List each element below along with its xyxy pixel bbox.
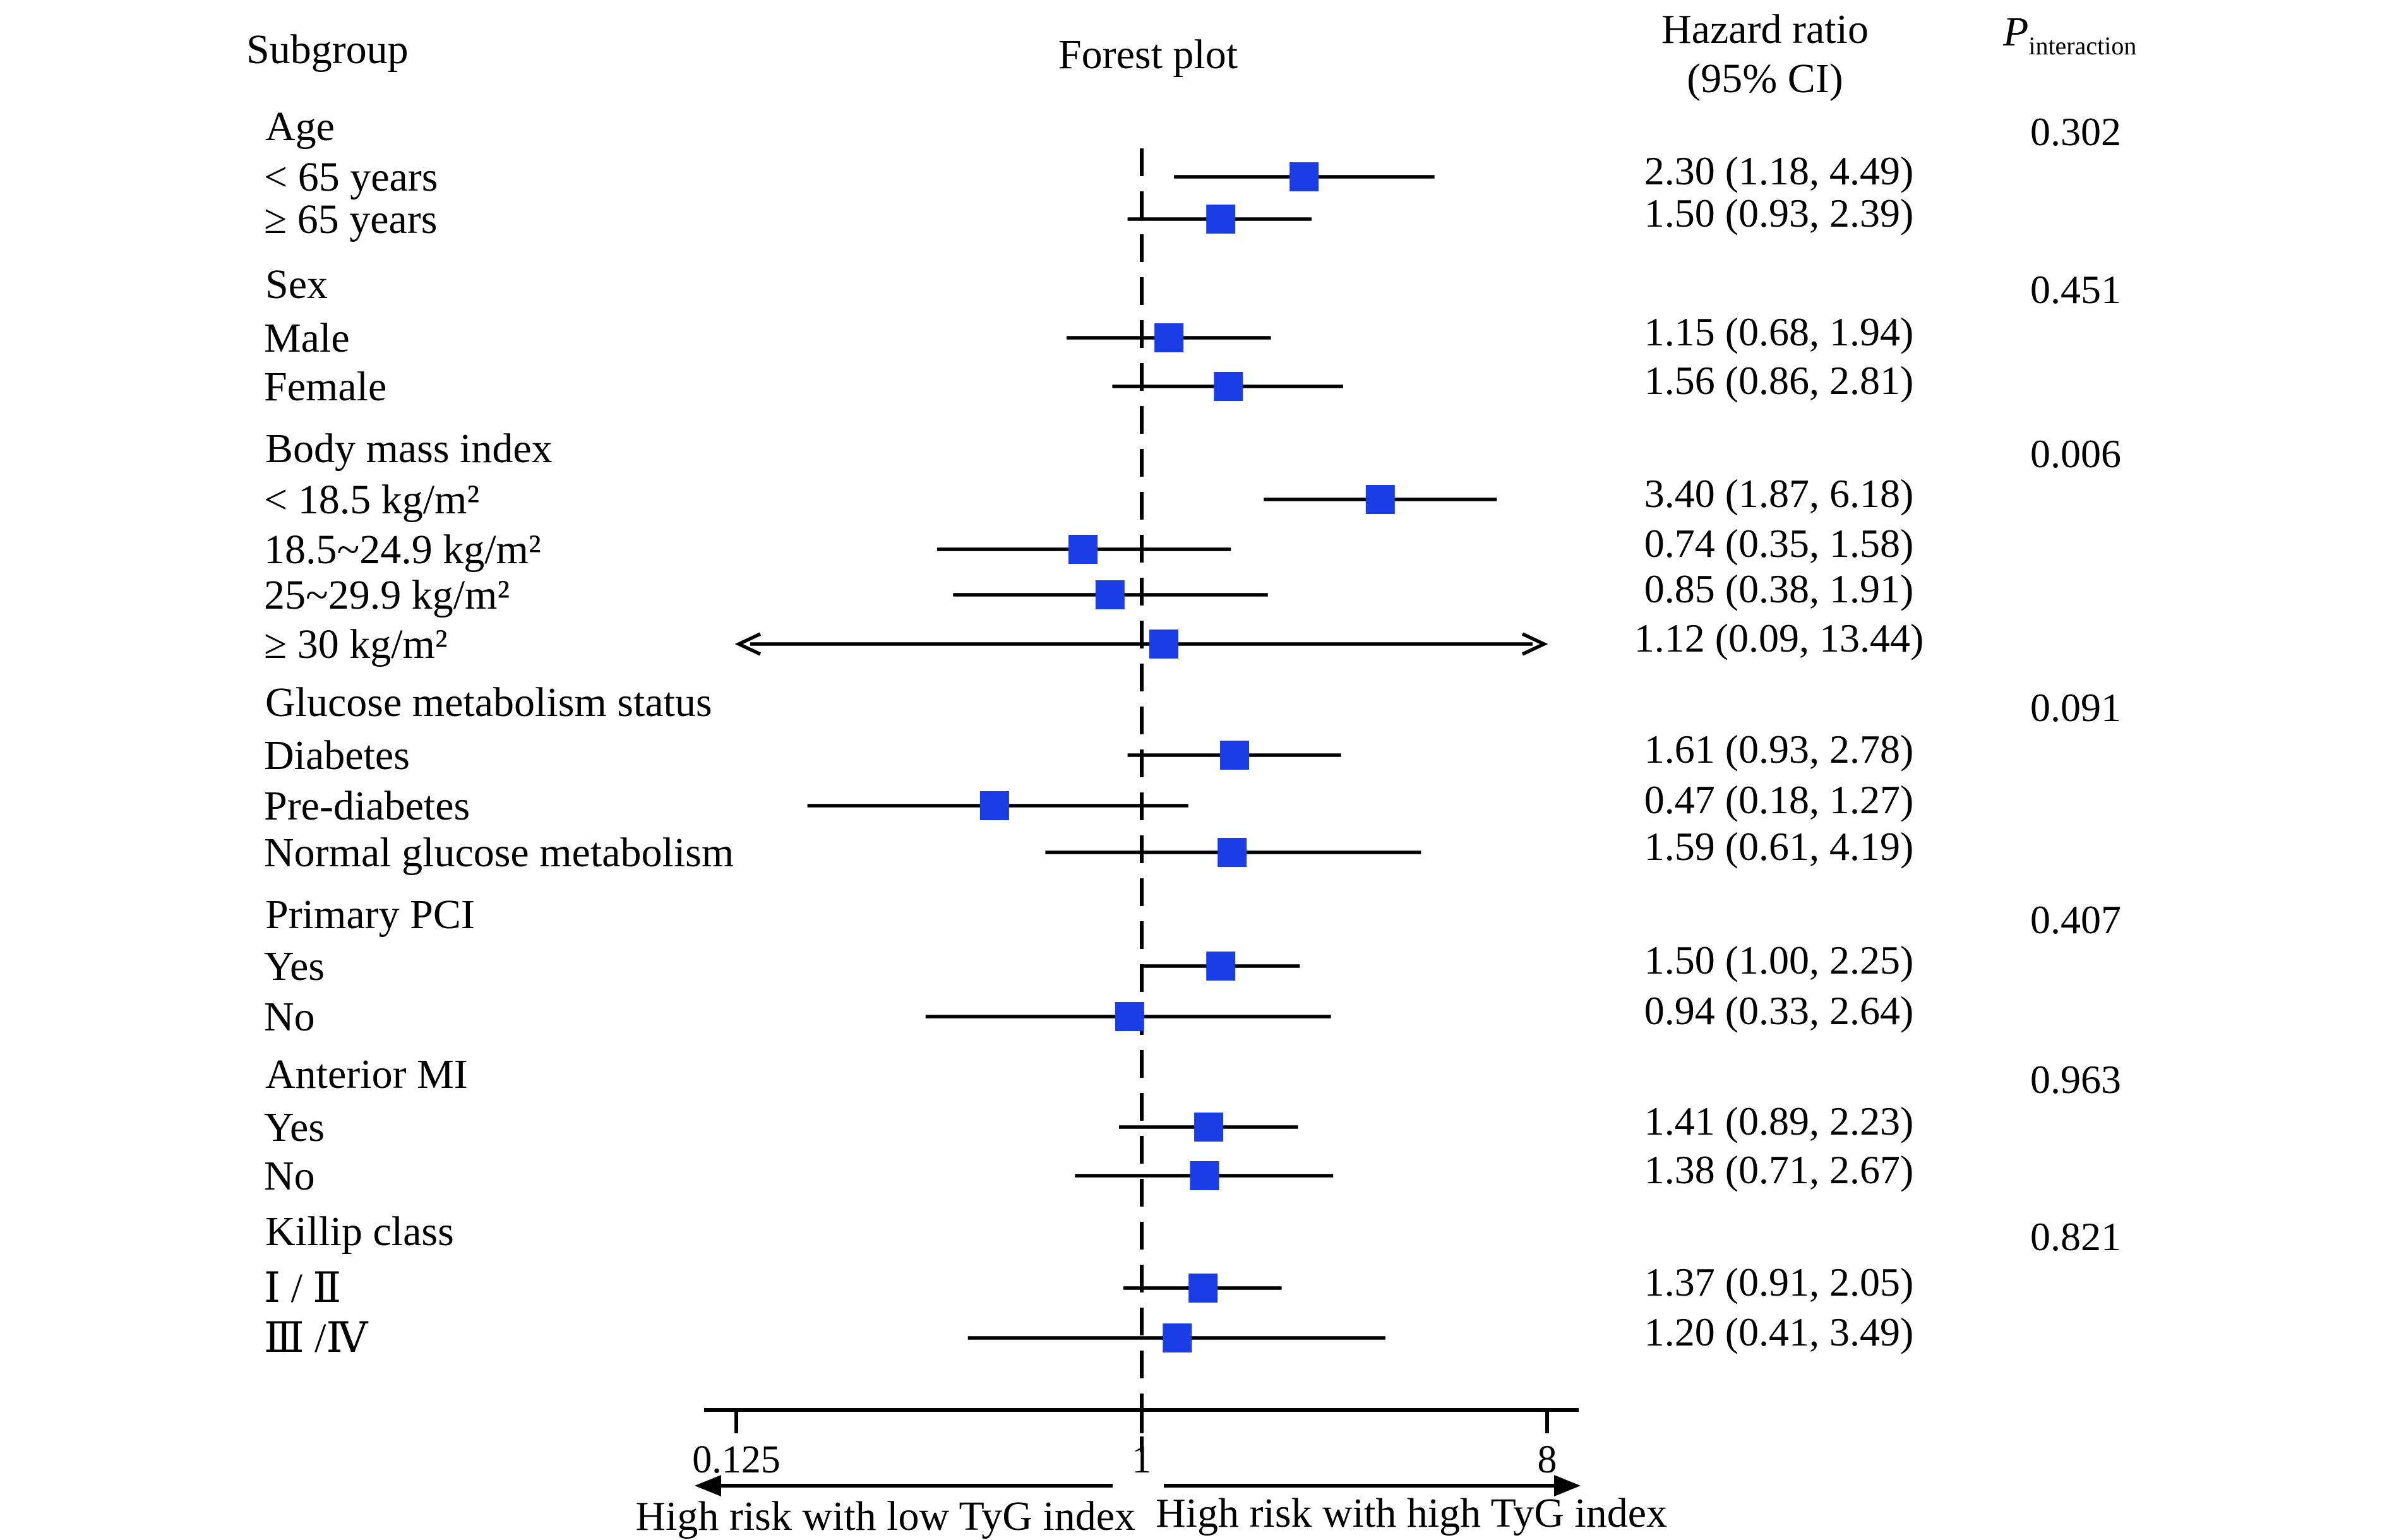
subgroup-label: 25~29.9 kg/m² — [264, 572, 510, 618]
subgroup-label: Diabetes — [264, 732, 410, 779]
hazard-ratio-marker — [1095, 580, 1125, 609]
group-label: Body mass index — [265, 426, 553, 472]
hazard-ratio-marker — [1194, 1113, 1224, 1142]
hazard-ratio-text: 1.15 (0.68, 1.94) — [1644, 309, 1914, 354]
subgroup-label: No — [264, 1153, 315, 1199]
subgroup-label: < 18.5 kg/m² — [264, 477, 479, 523]
hazard-ratio-text: 2.30 (1.18, 4.49) — [1644, 148, 1914, 193]
hazard-ratio-marker — [1217, 838, 1247, 867]
p-interaction-value: 0.407 — [2030, 897, 2121, 942]
hazard-ratio-marker — [1206, 952, 1236, 981]
hazard-ratio-marker — [1068, 535, 1098, 564]
hazard-ratio-marker — [1214, 372, 1243, 401]
group-label: Age — [265, 104, 335, 150]
x-tick-label: 1 — [1132, 1438, 1152, 1481]
x-axis-ticks: 0.125 1 8 — [692, 1410, 1557, 1481]
group-label: Primary PCI — [265, 892, 475, 938]
subgroup-label: Female — [264, 364, 386, 410]
subgroup-label: Pre-diabetes — [264, 783, 470, 829]
ci-truncation-arrow-right — [1521, 632, 1548, 656]
subgroup-header: Subgroup — [246, 27, 409, 73]
hazard-ratio-marker — [1163, 1323, 1192, 1352]
hazard-ratio-marker — [1149, 630, 1178, 659]
subgroup-label: < 65 years — [264, 154, 438, 200]
hazard-ratio-text: 3.40 (1.87, 6.18) — [1644, 471, 1914, 516]
p-interaction-value: 0.451 — [2030, 267, 2121, 312]
ci-truncation-arrow-left — [734, 632, 762, 656]
hazard-ratio-text: 1.37 (0.91, 2.05) — [1644, 1260, 1914, 1304]
subgroup-label: ≥ 65 years — [264, 196, 437, 242]
p-interaction-value: 0.963 — [2030, 1057, 2121, 1102]
hazard-ratio-marker — [1188, 1274, 1218, 1303]
forest-plot-header: Forest plot — [1058, 32, 1238, 78]
hazard-ratio-marker — [1220, 741, 1250, 770]
subgroup-label: Normal glucose metabolism — [264, 830, 734, 876]
subgroup-label: Yes — [264, 943, 325, 989]
left-direction-arrowhead — [695, 1475, 721, 1496]
hazard-ratio-marker — [979, 791, 1009, 820]
right-direction-arrowhead — [1554, 1475, 1581, 1496]
p-subscript: interaction — [2028, 32, 2136, 60]
hazard-ratio-text: 1.50 (1.00, 2.25) — [1644, 938, 1914, 982]
subgroup-label: Ⅲ /Ⅳ — [264, 1315, 368, 1361]
subgroup-rows: Age 0.302 < 65 years 2.30 (1.18, 4.49) ≥ 65 … — [264, 104, 2121, 1361]
p-interaction-header: Pinteraction — [2002, 9, 2136, 60]
hazard-ratio-text: 0.74 (0.35, 1.58) — [1644, 521, 1914, 566]
p-interaction-value: 0.091 — [2030, 685, 2121, 730]
hazard-ratio-marker — [1365, 485, 1395, 514]
p-letter: P — [2002, 9, 2028, 55]
hazard-ratio-marker — [1289, 162, 1319, 191]
hazard-ratio-text: 1.56 (0.86, 2.81) — [1644, 358, 1914, 403]
ci-header: (95% CI) — [1687, 56, 1843, 102]
hazard-ratio-text: 1.20 (0.41, 3.49) — [1644, 1310, 1914, 1354]
subgroup-label: No — [264, 994, 315, 1040]
hazard-ratio-marker — [1190, 1161, 1219, 1190]
hazard-ratio-marker — [1115, 1002, 1144, 1031]
subgroup-label: 18.5~24.9 kg/m² — [264, 527, 541, 573]
hazard-ratio-text: 1.59 (0.61, 4.19) — [1644, 824, 1914, 869]
group-label: Glucose metabolism status — [265, 679, 712, 725]
x-tick-label: 8 — [1538, 1438, 1557, 1481]
subgroup-label: Ⅰ / Ⅱ — [264, 1265, 341, 1311]
hazard-ratio-text: 1.12 (0.09, 13.44) — [1634, 616, 1924, 660]
left-direction-label: High risk with low TyG index — [635, 1493, 1135, 1539]
subgroup-label: Yes — [264, 1104, 325, 1150]
p-interaction-value: 0.821 — [2030, 1214, 2121, 1259]
hazard-ratio-text: 0.85 (0.38, 1.91) — [1644, 566, 1914, 611]
hazard-ratio-text: 0.94 (0.33, 2.64) — [1644, 988, 1914, 1033]
hazard-ratio-marker — [1206, 205, 1236, 234]
right-direction-label: High risk with high TyG index — [1156, 1490, 1667, 1536]
group-label: Killip class — [265, 1209, 454, 1255]
p-interaction-value: 0.006 — [2030, 431, 2121, 476]
subgroup-label: Male — [264, 315, 350, 361]
hazard-ratio-marker — [1154, 323, 1184, 352]
p-interaction-value: 0.302 — [2030, 109, 2121, 154]
subgroup-label: ≥ 30 kg/m² — [264, 621, 448, 667]
hazard-ratio-text: 1.41 (0.89, 2.23) — [1644, 1099, 1914, 1143]
hazard-ratio-header: Hazard ratio — [1661, 6, 1869, 52]
group-label: Anterior MI — [265, 1051, 468, 1097]
hazard-ratio-text: 1.50 (0.93, 2.39) — [1644, 191, 1914, 236]
x-tick-label: 0.125 — [692, 1438, 781, 1481]
hazard-ratio-text: 1.38 (0.71, 2.67) — [1644, 1147, 1914, 1192]
hazard-ratio-text: 1.61 (0.93, 2.78) — [1644, 727, 1914, 772]
hazard-ratio-text: 0.47 (0.18, 1.27) — [1644, 777, 1914, 822]
group-label: Sex — [265, 261, 328, 307]
